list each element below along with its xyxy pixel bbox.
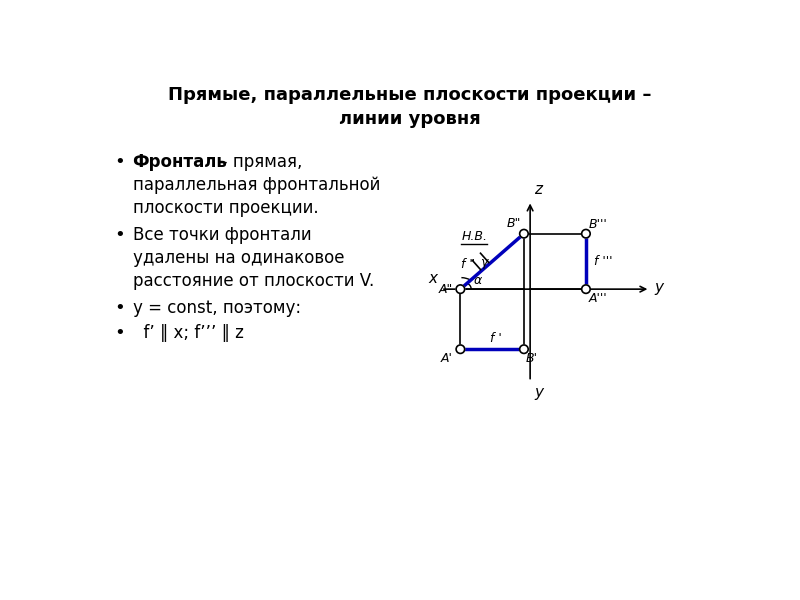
Text: Прямые, параллельные плоскости проекции –: Прямые, параллельные плоскости проекции …	[168, 86, 652, 104]
Text: A': A'	[441, 352, 453, 365]
Text: плоскости проекции.: плоскости проекции.	[133, 199, 318, 217]
Text: f ''': f '''	[594, 255, 612, 268]
Circle shape	[456, 285, 465, 293]
Text: B": B"	[506, 217, 521, 230]
Text: Н.В.: Н.В.	[462, 230, 487, 243]
Text: расстояние от плоскости V.: расстояние от плоскости V.	[133, 272, 374, 290]
Circle shape	[456, 345, 465, 353]
Text: f ": f "	[461, 258, 475, 271]
Text: Фронталь: Фронталь	[133, 153, 227, 171]
Circle shape	[520, 345, 528, 353]
Text: γ: γ	[481, 256, 488, 269]
Text: A''': A'''	[589, 292, 608, 305]
Text: A": A"	[438, 283, 453, 296]
Text: f’ ‖ x; f’’’ ‖ z: f’ ‖ x; f’’’ ‖ z	[133, 324, 243, 342]
Text: •: •	[114, 299, 125, 317]
Text: y: y	[534, 385, 543, 400]
Text: •: •	[114, 226, 125, 244]
Text: f ': f '	[490, 332, 502, 344]
Text: линии уровня: линии уровня	[339, 110, 481, 128]
Text: •: •	[114, 324, 125, 342]
Text: y: y	[654, 280, 663, 295]
Text: y = const, поэтому:: y = const, поэтому:	[133, 299, 301, 317]
Text: B': B'	[526, 352, 538, 365]
Text: B''': B'''	[589, 218, 608, 230]
Text: параллельная фронтальной: параллельная фронтальной	[133, 176, 380, 194]
Text: – прямая,: – прямая,	[214, 153, 302, 171]
Circle shape	[582, 285, 590, 293]
Text: •: •	[114, 153, 125, 171]
Text: z: z	[534, 182, 542, 197]
Circle shape	[582, 229, 590, 238]
Text: Все точки фронтали: Все точки фронтали	[133, 226, 311, 244]
Text: α: α	[474, 274, 482, 287]
Circle shape	[520, 229, 528, 238]
Text: x: x	[428, 271, 437, 286]
Text: удалены на одинаковое: удалены на одинаковое	[133, 249, 344, 267]
